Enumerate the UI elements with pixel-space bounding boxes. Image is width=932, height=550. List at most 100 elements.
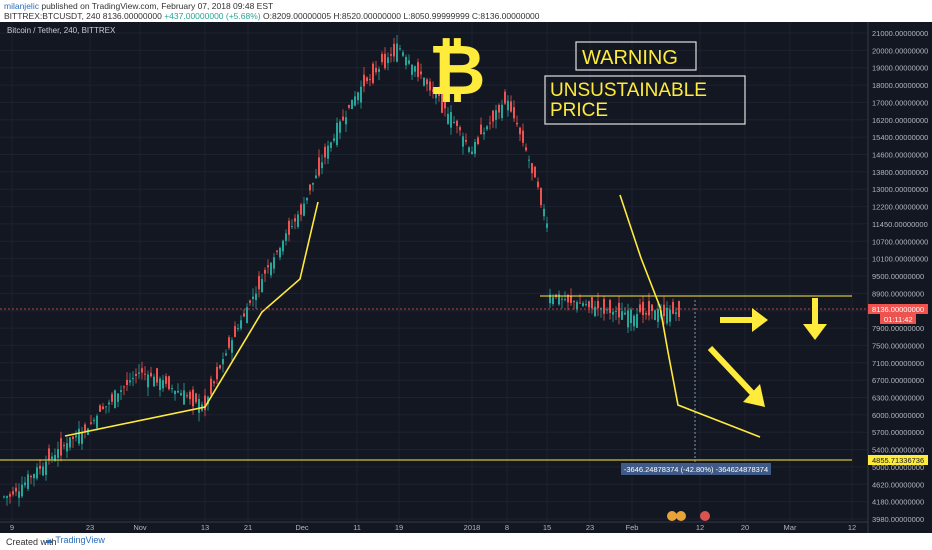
candle-body <box>6 496 8 498</box>
candle-body <box>564 299 566 301</box>
candle-body <box>621 311 623 320</box>
candle-body <box>498 104 500 113</box>
published-text: published on TradingView.com, February 0… <box>41 1 274 11</box>
candle-body <box>390 54 392 56</box>
candle-body <box>117 393 119 402</box>
candle-body <box>669 309 671 322</box>
candle-body <box>225 353 227 356</box>
x-tick-label: 23 <box>586 523 594 532</box>
chart-label: Bitcoin / Tether, 240, BITTREX <box>7 26 116 35</box>
chart-area[interactable]: Bitcoin / Tether, 240, BITTREX ₿ <box>0 22 932 533</box>
candle-body <box>651 304 653 312</box>
footer: Created with ☁ TradingView <box>0 533 932 550</box>
trend-line-fall <box>619 194 761 438</box>
trend-line-rise <box>64 201 319 437</box>
flag-icon[interactable] <box>700 511 710 521</box>
candle-body <box>492 110 494 122</box>
candle-body <box>663 304 665 317</box>
candle-body <box>549 294 551 304</box>
arrow-right-icon <box>720 308 768 332</box>
candle-body <box>132 378 134 380</box>
candle-body <box>576 301 578 310</box>
symbol-line: BITTREX:BTCUSDT, 240 8136.00000000 +437.… <box>4 11 540 21</box>
candle-body <box>543 208 545 217</box>
candle-body <box>546 223 548 228</box>
y-tick-label: 13000.00000000 <box>872 185 928 194</box>
candle-body <box>642 301 644 316</box>
x-tick-label: 9 <box>10 523 14 532</box>
candle-body <box>471 151 473 155</box>
y-axis[interactable]: 21000.00000000 20000.00000000 19000.000000… <box>867 22 928 533</box>
candle-body <box>255 293 257 300</box>
candle-body <box>603 298 605 314</box>
candle-body <box>99 405 101 412</box>
candle-body <box>267 265 269 268</box>
candle-body <box>369 79 371 81</box>
candle-body <box>270 262 272 276</box>
candle-body <box>249 300 251 303</box>
event-icon[interactable] <box>676 511 686 521</box>
y-tick-label: 7500.00000000 <box>872 341 924 350</box>
price-chart[interactable]: ₿ WARNING UNSUSTAINABLE PRICE -3646.24878… <box>0 22 932 533</box>
candle-body <box>111 394 113 402</box>
candle-body <box>141 368 143 373</box>
low-tag-box <box>868 455 928 465</box>
candle-body <box>126 379 128 386</box>
candle-body <box>339 121 341 133</box>
timer-tag: 01:11:42 <box>884 315 913 324</box>
candle-body <box>252 296 254 300</box>
candle-body <box>219 365 221 369</box>
x-tick-label: Mar <box>784 523 797 532</box>
candle-body <box>288 220 290 235</box>
candle-body <box>675 312 677 314</box>
candle-body <box>420 71 422 75</box>
candle-body <box>159 378 161 391</box>
trend-overlays: ₿ WARNING UNSUSTAINABLE PRICE -3646.24878… <box>0 31 868 475</box>
candle-body <box>12 491 14 495</box>
candle-body <box>393 43 395 57</box>
candle-body <box>495 110 497 120</box>
candle-body <box>588 301 590 308</box>
candle-body <box>648 301 650 316</box>
candle-body <box>426 79 428 85</box>
y-tick-label: 6700.00000000 <box>872 376 924 385</box>
measure-label: -3646.24878374 (-42.80%) -364624878374 <box>624 465 768 474</box>
candle-body <box>216 366 218 380</box>
symbol-text: BITTREX:BTCUSDT, 240 <box>4 11 101 21</box>
unsustainable-box <box>544 75 746 125</box>
candle-body <box>480 124 482 135</box>
candle-body <box>510 101 512 112</box>
candle-body <box>156 368 158 383</box>
candle-body <box>171 388 173 390</box>
candle-body <box>627 310 629 328</box>
x-axis[interactable]: 9 23 Nov 13 21 Dec 11 19 2018 8 15 23 Feb 12 20 Mar 12 <box>0 521 868 532</box>
candle-body <box>558 294 560 305</box>
candle-body <box>456 120 458 126</box>
candle-body <box>402 52 404 56</box>
candle-body <box>153 376 155 387</box>
author-link[interactable]: milanjelic <box>4 1 39 11</box>
candle-body <box>129 380 131 383</box>
y-tick-label: 9500.00000000 <box>872 272 924 281</box>
candle-body <box>531 163 533 174</box>
y-tick-label: 6000.00000000 <box>872 411 924 420</box>
y-tick-label: 8900.00000000 <box>872 289 924 298</box>
candle-body <box>384 53 386 69</box>
candle-body <box>540 188 542 206</box>
candle-body <box>336 122 338 146</box>
y-tick-label: 20000.00000000 <box>872 46 928 55</box>
candle-body <box>33 474 35 479</box>
candle-body <box>552 297 554 304</box>
tradingview-logo[interactable]: ☁ TradingView <box>44 535 105 546</box>
event-icon[interactable] <box>667 511 677 521</box>
candle-body <box>645 313 647 315</box>
candle-body <box>405 57 407 66</box>
candle-body <box>264 270 266 274</box>
y-tick-label: 21000.00000000 <box>872 29 928 38</box>
candle-body <box>348 104 350 108</box>
y-tick-label: 14600.00000000 <box>872 151 928 160</box>
y-tick-label: 16200.00000000 <box>872 116 928 125</box>
arrow-down-right-icon <box>707 345 765 407</box>
low-tag: 4855.71336736 <box>872 456 924 465</box>
candle-body <box>258 276 260 290</box>
